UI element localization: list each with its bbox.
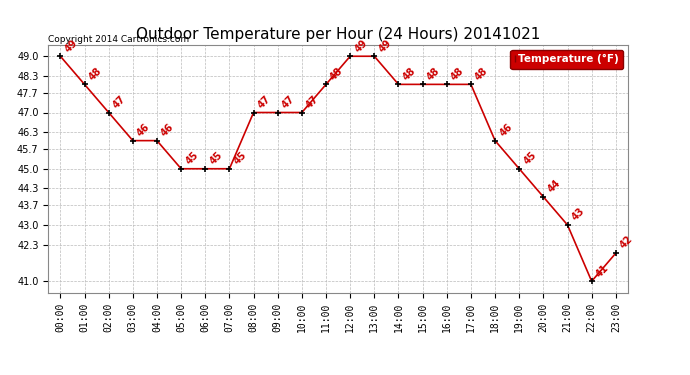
Text: 47: 47: [111, 94, 128, 110]
Text: 45: 45: [184, 150, 200, 166]
Text: 46: 46: [135, 122, 152, 138]
Text: 49: 49: [353, 38, 369, 54]
Text: 49: 49: [377, 38, 393, 54]
Text: 44: 44: [546, 178, 562, 195]
Text: 46: 46: [159, 122, 176, 138]
Text: 48: 48: [401, 65, 417, 82]
Text: 48: 48: [328, 65, 345, 82]
Title: Outdoor Temperature per Hour (24 Hours) 20141021: Outdoor Temperature per Hour (24 Hours) …: [136, 27, 540, 42]
Text: Copyright 2014 Cartronics.com: Copyright 2014 Cartronics.com: [48, 35, 190, 44]
Text: 45: 45: [522, 150, 538, 166]
Text: 46: 46: [497, 122, 514, 138]
Text: 43: 43: [570, 206, 586, 223]
Text: 47: 47: [304, 94, 321, 110]
Text: 48: 48: [449, 65, 466, 82]
Text: 45: 45: [208, 150, 224, 166]
Text: 47: 47: [256, 94, 273, 110]
Text: 48: 48: [87, 65, 104, 82]
Text: 41: 41: [594, 262, 611, 279]
Text: 49: 49: [63, 38, 79, 54]
Text: 48: 48: [473, 65, 490, 82]
Text: 42: 42: [618, 234, 635, 251]
Text: 45: 45: [232, 150, 248, 166]
Legend: Temperature (°F): Temperature (°F): [511, 50, 622, 69]
Text: 48: 48: [425, 65, 442, 82]
Text: 47: 47: [280, 94, 297, 110]
